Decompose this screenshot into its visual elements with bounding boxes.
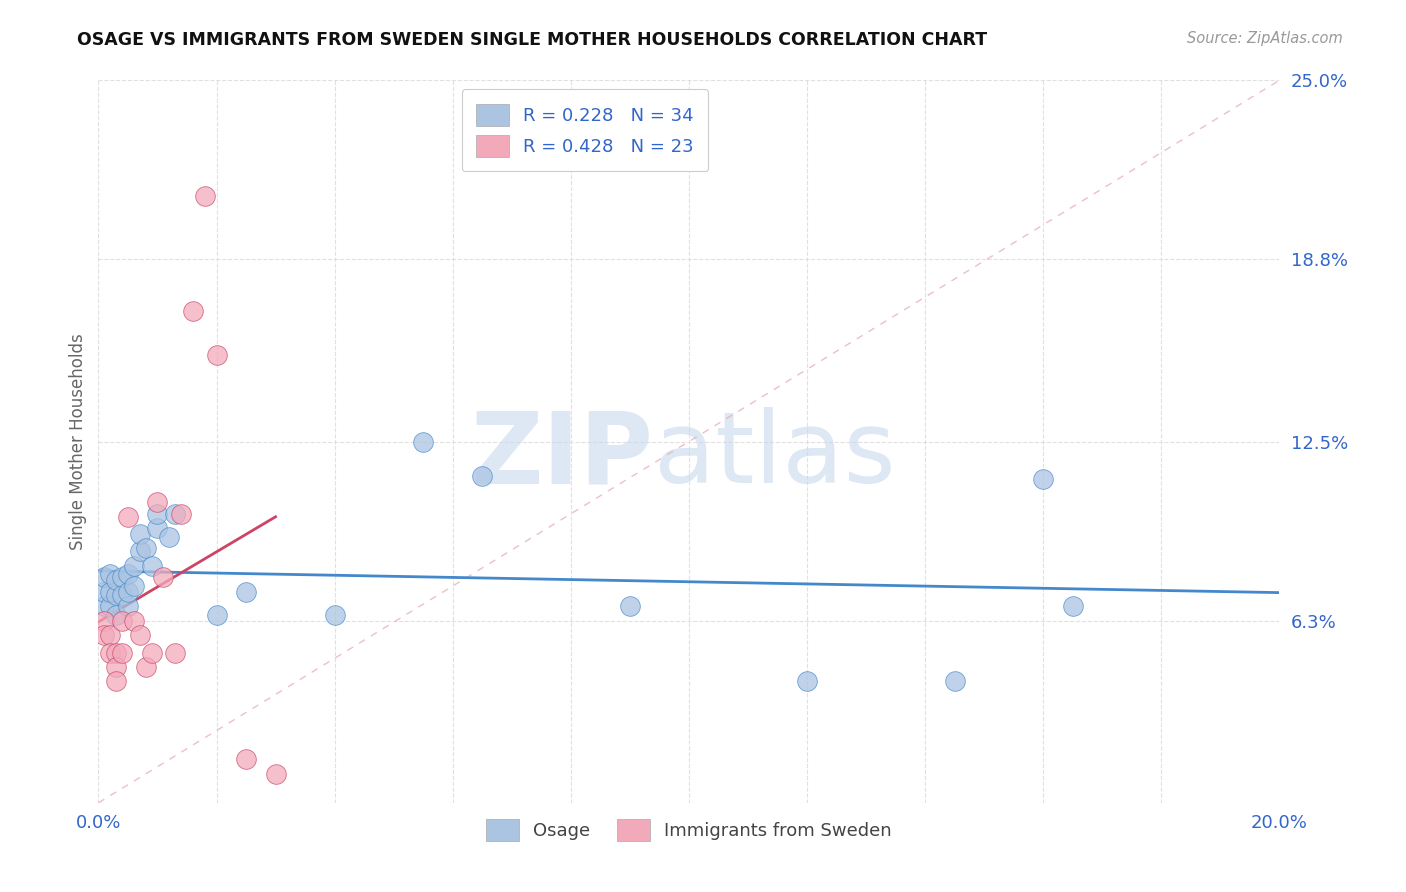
Point	[105, 574, 128, 588]
Point	[141, 558, 163, 573]
Point	[105, 674, 128, 689]
Legend: Osage, Immigrants from Sweden: Osage, Immigrants from Sweden	[479, 812, 898, 848]
Point	[105, 588, 128, 602]
Point	[128, 527, 150, 541]
Text: ZIP: ZIP	[471, 408, 654, 505]
Point	[1032, 472, 1054, 486]
Point	[205, 348, 228, 362]
Point	[93, 570, 115, 584]
Point	[117, 599, 139, 614]
Text: Source: ZipAtlas.com: Source: ZipAtlas.com	[1187, 31, 1343, 46]
Point	[264, 767, 287, 781]
Point	[117, 567, 139, 582]
Point	[111, 588, 134, 602]
Point	[128, 628, 150, 642]
Point	[122, 579, 145, 593]
Point	[135, 541, 157, 556]
Point	[471, 469, 494, 483]
Point	[796, 674, 818, 689]
Y-axis label: Single Mother Households: Single Mother Households	[69, 334, 87, 549]
Point	[141, 646, 163, 660]
Point	[152, 570, 174, 584]
Point	[165, 507, 187, 521]
Point	[111, 614, 134, 628]
Point	[98, 567, 121, 582]
Point	[323, 607, 346, 622]
Point	[235, 584, 257, 599]
Text: OSAGE VS IMMIGRANTS FROM SWEDEN SINGLE MOTHER HOUSEHOLDS CORRELATION CHART: OSAGE VS IMMIGRANTS FROM SWEDEN SINGLE M…	[77, 31, 987, 49]
Point	[93, 584, 115, 599]
Point	[235, 752, 257, 766]
Point	[165, 646, 187, 660]
Point	[122, 614, 145, 628]
Text: atlas: atlas	[654, 408, 896, 505]
Point	[135, 660, 157, 674]
Point	[93, 628, 115, 642]
Point	[205, 607, 228, 622]
Point	[98, 599, 121, 614]
Point	[122, 558, 145, 573]
Point	[412, 434, 434, 449]
Point	[146, 507, 169, 521]
Point	[105, 646, 128, 660]
Point	[146, 521, 169, 535]
Point	[111, 570, 134, 584]
Point	[619, 599, 641, 614]
Point	[943, 674, 966, 689]
Point	[128, 544, 150, 558]
Point	[1062, 599, 1084, 614]
Point	[117, 509, 139, 524]
Point	[105, 607, 128, 622]
Point	[98, 628, 121, 642]
Point	[98, 646, 121, 660]
Point	[170, 507, 193, 521]
Point	[93, 599, 115, 614]
Point	[105, 660, 128, 674]
Point	[117, 584, 139, 599]
Point	[111, 646, 134, 660]
Point	[157, 530, 180, 544]
Point	[98, 584, 121, 599]
Point	[93, 614, 115, 628]
Point	[146, 495, 169, 509]
Point	[181, 304, 204, 318]
Point	[194, 189, 217, 203]
